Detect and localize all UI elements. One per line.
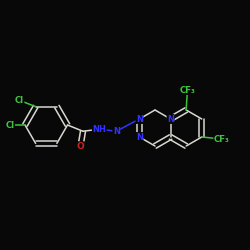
Text: CF₃: CF₃ — [180, 86, 195, 94]
Text: N: N — [136, 132, 143, 141]
Text: Cl: Cl — [6, 120, 15, 130]
Text: NH: NH — [92, 125, 106, 134]
Text: O: O — [76, 142, 84, 151]
Text: CF₃: CF₃ — [214, 134, 230, 143]
Text: Cl: Cl — [15, 96, 24, 105]
Text: N: N — [167, 114, 174, 124]
Text: N: N — [113, 127, 120, 136]
Text: N: N — [136, 114, 143, 124]
